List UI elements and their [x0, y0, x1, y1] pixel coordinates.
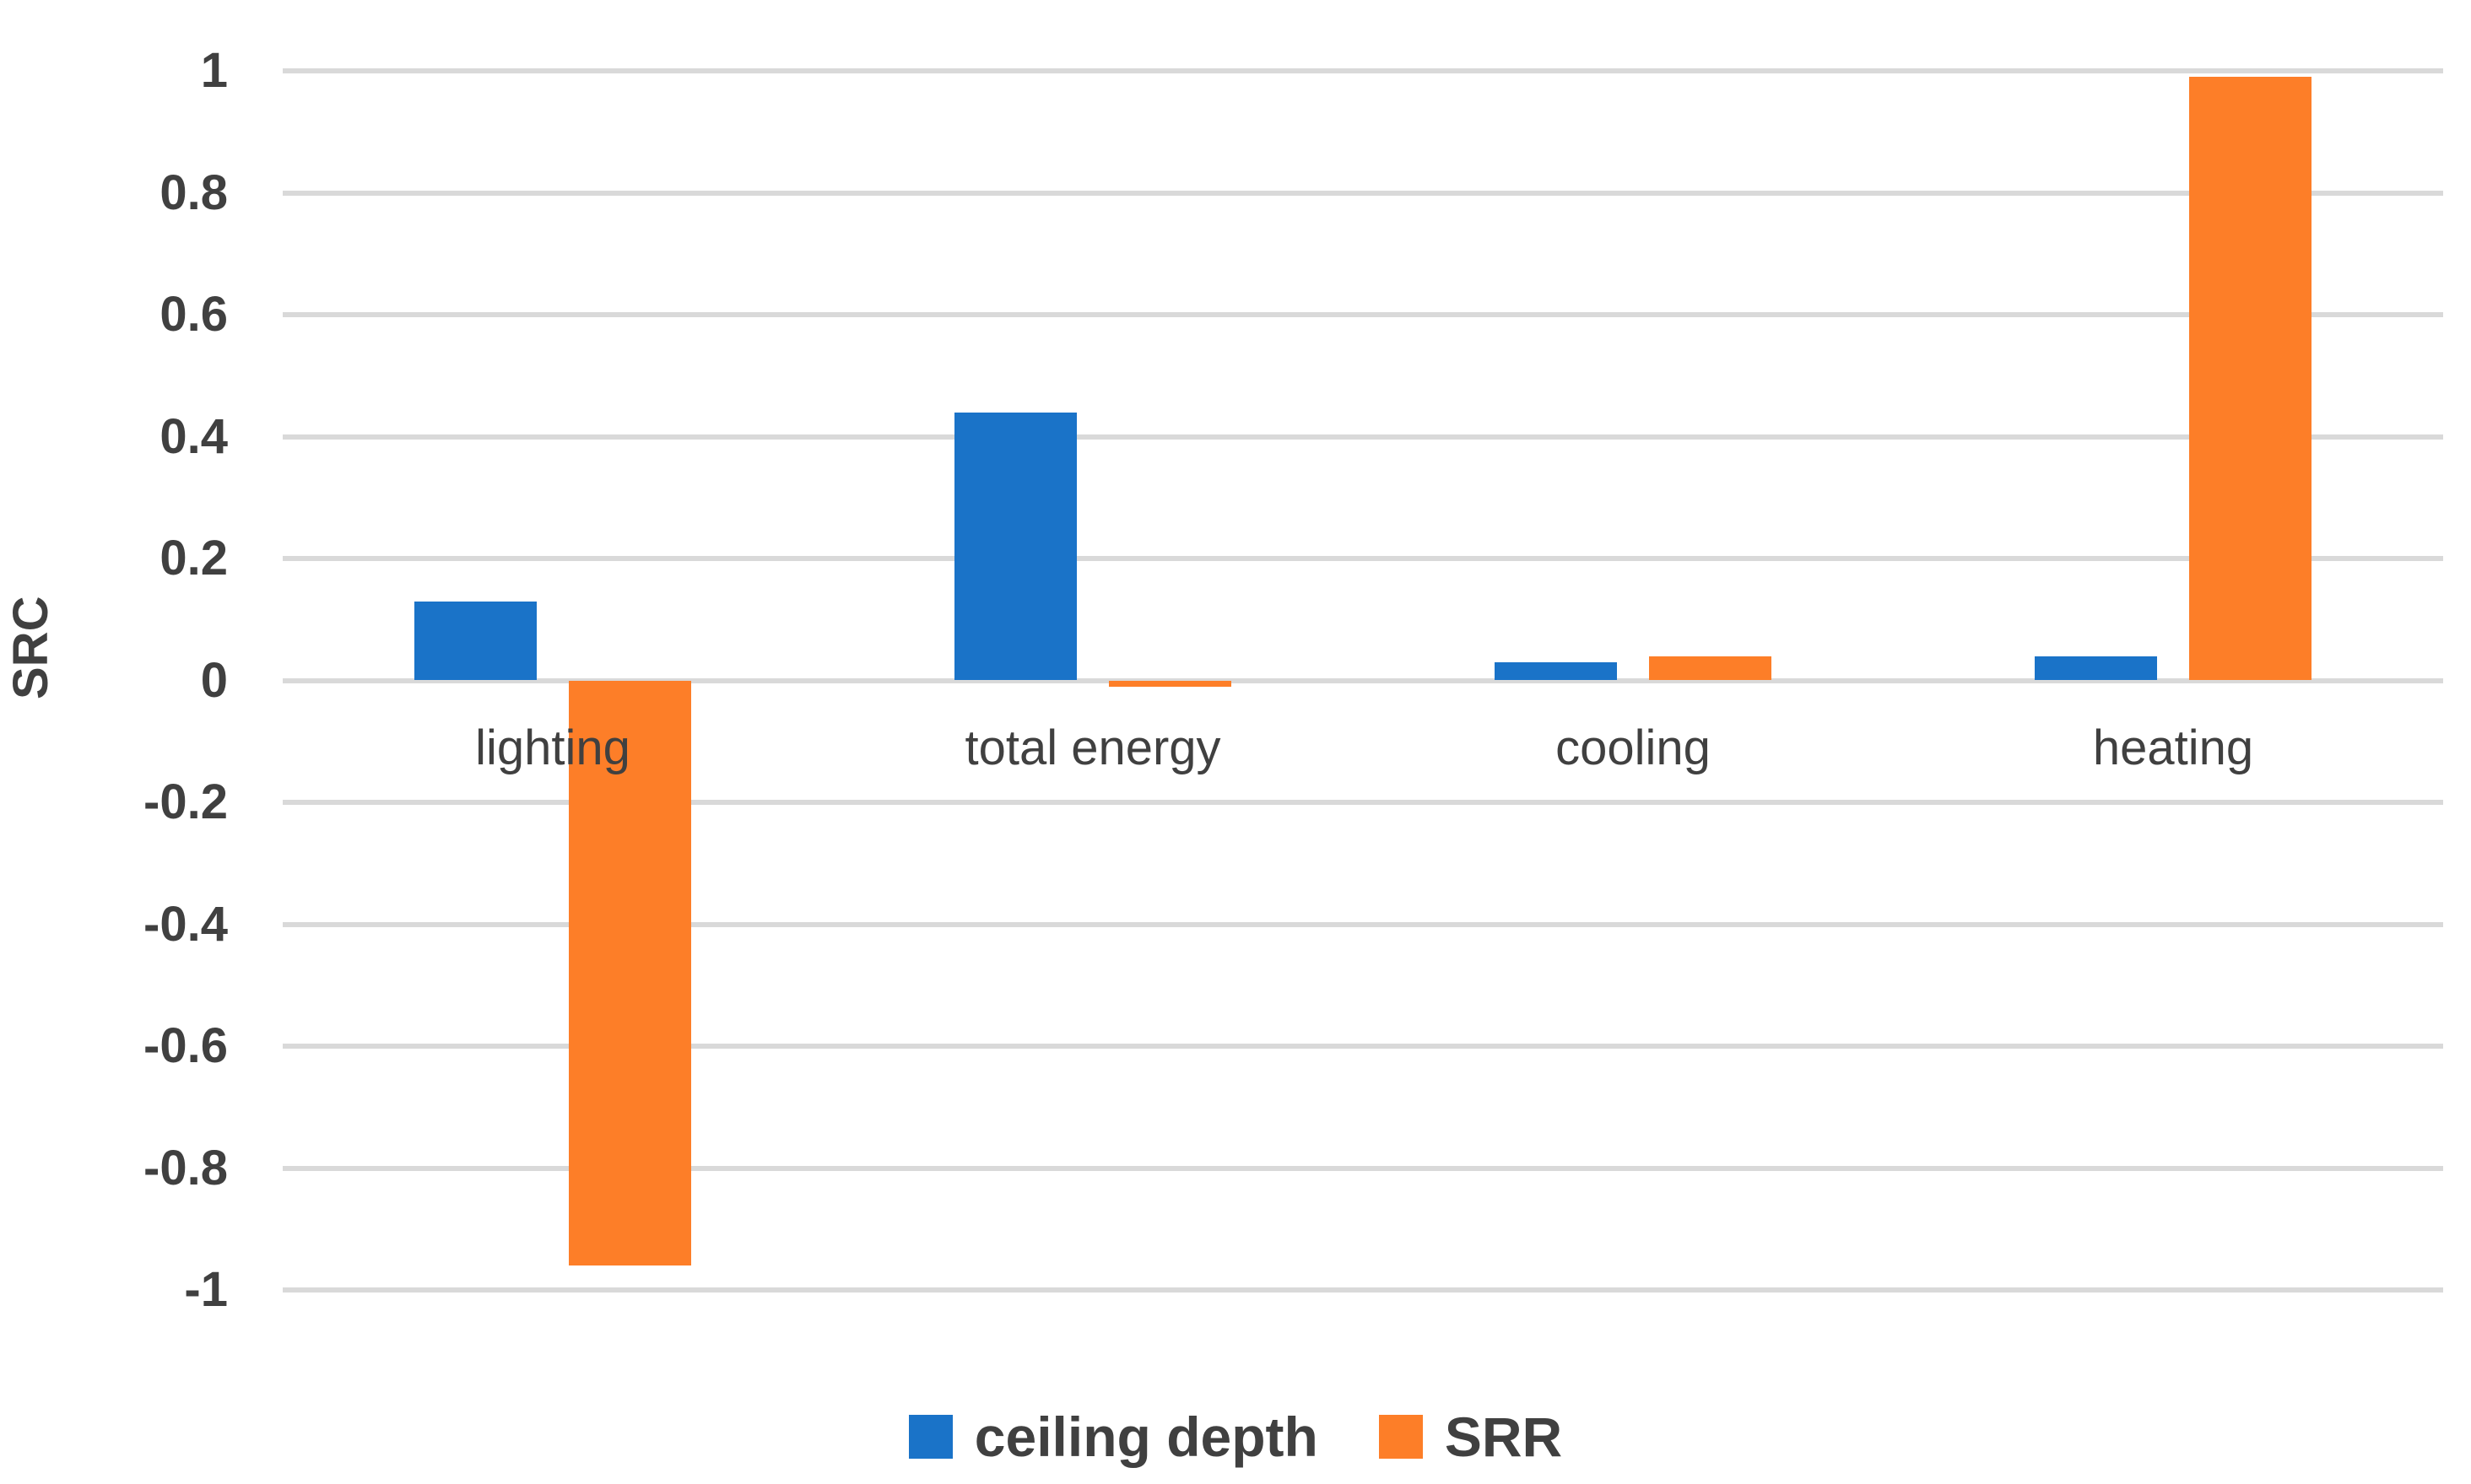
- y-tick-label--0.2: -0.2: [143, 774, 228, 829]
- bar-srr-heating: [2189, 77, 2311, 681]
- gridline--1: [283, 1287, 2443, 1292]
- gridline-0.8: [283, 190, 2443, 196]
- legend-swatch-ceiling-depth: [908, 1415, 953, 1459]
- legend: ceiling depth SRR: [0, 1400, 2471, 1473]
- bar-ceiling-depth-heating: [2035, 656, 2157, 681]
- legend-label-ceiling-depth: ceiling depth: [974, 1406, 1318, 1468]
- y-tick-label--0.4: -0.4: [143, 896, 228, 952]
- bar-ceiling-depth-total-energy: [954, 412, 1077, 681]
- bar-srr-cooling: [1649, 656, 1771, 681]
- category-label-lighting: lighting: [475, 720, 630, 775]
- gridline--0.8: [283, 1165, 2443, 1171]
- y-tick-label-0.6: 0.6: [160, 287, 228, 342]
- gridline-0.6: [283, 312, 2443, 317]
- bar-srr-lighting: [569, 680, 691, 1266]
- y-tick-label--1: -1: [184, 1262, 228, 1317]
- y-tick-label--0.6: -0.6: [143, 1018, 228, 1073]
- gridline-1: [283, 68, 2443, 73]
- y-tick-label-1: 1: [200, 43, 228, 98]
- bar-ceiling-depth-cooling: [1495, 661, 1617, 681]
- y-tick-label-0.8: 0.8: [160, 165, 228, 220]
- gridline-0.4: [283, 434, 2443, 440]
- legend-item-ceiling-depth: ceiling depth: [908, 1400, 1318, 1473]
- y-tick-label-0: 0: [200, 652, 228, 708]
- gridline-0: [283, 677, 2443, 683]
- y-tick-label-0.4: 0.4: [160, 408, 228, 464]
- category-label-cooling: cooling: [1555, 720, 1711, 775]
- gridline--0.4: [283, 921, 2443, 927]
- legend-swatch-srr: [1378, 1415, 1423, 1459]
- gridline--0.2: [283, 800, 2443, 805]
- bar-ceiling-depth-lighting: [414, 601, 537, 681]
- legend-label-srr: SRR: [1444, 1406, 1563, 1468]
- gridline--0.6: [283, 1044, 2443, 1049]
- category-label-heating: heating: [2092, 720, 2254, 775]
- gridline-0.2: [283, 556, 2443, 561]
- y-tick-label-0.2: 0.2: [160, 531, 228, 586]
- category-label-total-energy: total energy: [965, 720, 1221, 775]
- y-tick-label--0.8: -0.8: [143, 1140, 228, 1195]
- legend-item-srr: SRR: [1378, 1400, 1563, 1473]
- bar-srr-total-energy: [1109, 680, 1231, 687]
